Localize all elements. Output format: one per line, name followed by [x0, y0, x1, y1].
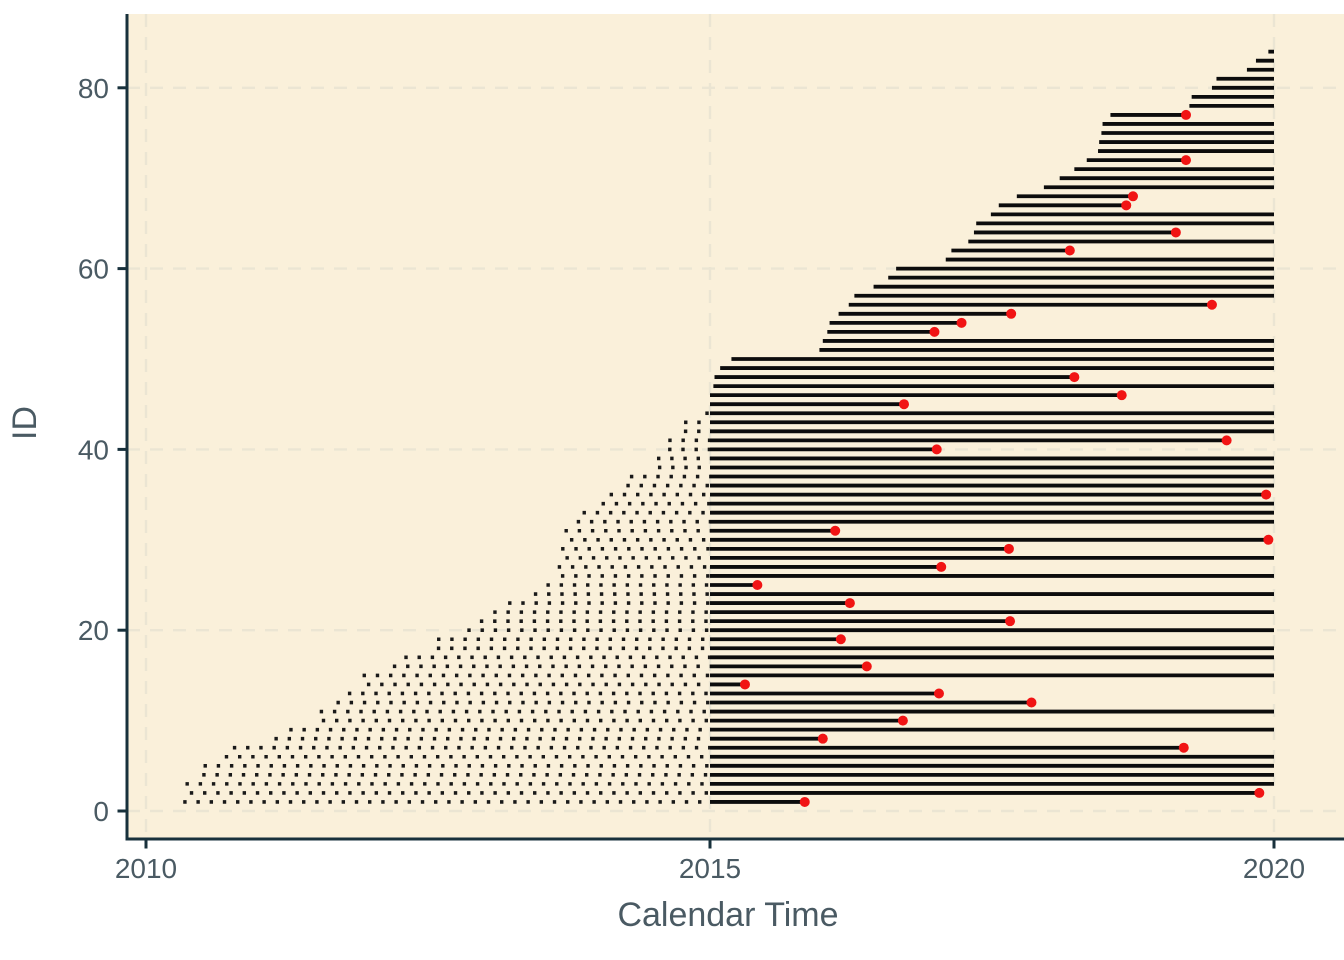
- event-dot: [936, 561, 947, 572]
- event-dot: [1006, 308, 1017, 319]
- axis-lines: [125, 14, 1344, 841]
- x-tick-label: 2020: [1243, 853, 1305, 884]
- plot-panel: [127, 14, 1344, 839]
- event-dot: [1263, 534, 1274, 545]
- y-tick-label: 80: [78, 73, 109, 104]
- x-axis-title: Calendar Time: [617, 896, 838, 934]
- event-dot: [897, 715, 908, 726]
- y-axis-title: ID: [6, 406, 44, 440]
- event-dot: [752, 580, 763, 590]
- event-dot: [1069, 372, 1080, 383]
- x-tick-label: 2010: [115, 853, 177, 884]
- event-dot: [899, 399, 910, 410]
- event-dot: [931, 444, 942, 455]
- event-dot: [844, 598, 855, 609]
- y-tick-label: 0: [93, 796, 109, 827]
- event-dot: [1116, 390, 1127, 401]
- event-dot: [956, 317, 967, 328]
- event-dot: [1254, 787, 1265, 798]
- event-dot: [817, 733, 828, 744]
- y-tick-label: 40: [78, 434, 109, 465]
- event-dot: [1128, 191, 1138, 202]
- axis-ticks-and-labels: 2010 2015 2020 0 20 40 60 80: [78, 73, 1305, 884]
- event-dot: [1206, 299, 1217, 310]
- event-dot: [799, 796, 810, 807]
- event-dot: [1181, 109, 1192, 120]
- event-dot: [1261, 489, 1272, 500]
- x-tick-label: 2015: [679, 853, 741, 884]
- event-dot: [1003, 543, 1014, 554]
- event-dot: [929, 326, 940, 337]
- y-tick-label: 20: [78, 615, 109, 646]
- event-dot: [1178, 742, 1189, 753]
- event-dot: [1181, 155, 1192, 166]
- event-dot: [861, 661, 872, 672]
- subject-series: [183, 49, 1274, 807]
- event-dot: [739, 679, 750, 690]
- event-dot: [1170, 227, 1181, 238]
- event-dot: [830, 525, 841, 536]
- y-tick-label: 60: [78, 254, 109, 285]
- event-dot: [1005, 616, 1016, 627]
- event-dot: [1221, 435, 1232, 446]
- event-dot: [933, 688, 944, 699]
- event-dot: [1026, 697, 1037, 708]
- event-dot: [835, 634, 846, 645]
- event-dot: [1121, 200, 1132, 211]
- event-dot: [1064, 245, 1075, 256]
